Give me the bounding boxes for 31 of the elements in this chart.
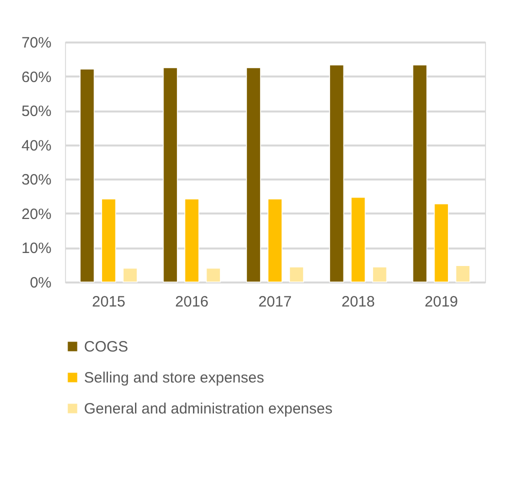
y-tick-label: 20% [21,206,52,223]
y-tick-label: 70% [21,34,52,52]
x-tick-label: 2015 [92,294,126,310]
bar [350,196,366,282]
bar [80,68,95,282]
bar [246,67,261,282]
bar [412,64,428,282]
y-tick-label: 50% [21,103,52,120]
x-tick-label: 2018 [341,294,375,310]
y-tick-label: 40% [21,137,52,154]
bar [289,266,304,282]
y-tick-label: 30% [21,172,52,189]
x-tick-label: 2017 [258,294,292,310]
legend-label: COGS [84,338,128,356]
bar [372,266,388,282]
bar [329,64,344,282]
x-tick-label: 2019 [424,294,458,310]
bar [162,67,178,282]
x-tick-label: 2016 [175,294,209,310]
y-tick-label: 60% [21,68,52,86]
bar [455,265,470,282]
legend-label: General and administration expenses [84,400,332,418]
bar [434,203,449,282]
y-tick-label: 0% [30,274,52,292]
bar [206,268,221,282]
bar [101,198,116,282]
bar [184,198,200,282]
bar [268,198,282,282]
y-tick-label: 10% [21,240,52,258]
legend-label: Selling and store expenses [84,370,264,386]
bar [122,268,138,282]
